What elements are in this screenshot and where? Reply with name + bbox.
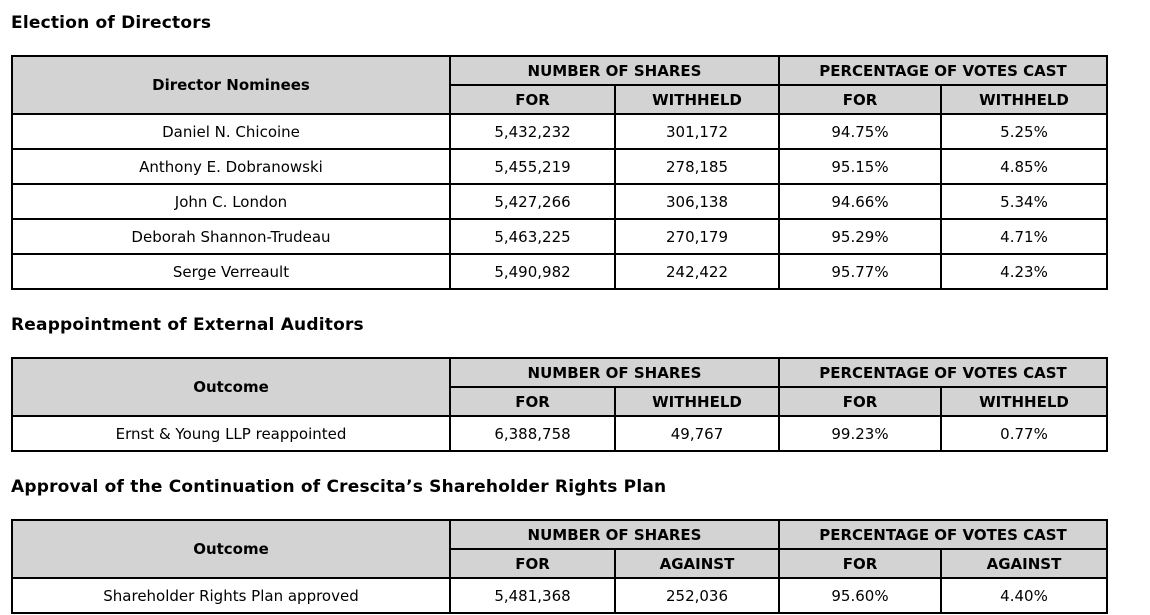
table-row-auditor-outcome: Ernst & Young LLP reappointed 6,388,758 … xyxy=(11,415,1108,452)
sub-header-percent-for: FOR xyxy=(778,548,942,579)
shares-for-value: 5,490,982 xyxy=(449,253,616,290)
table-row-rights-plan-outcome: Shareholder Rights Plan approved 5,481,3… xyxy=(11,577,1108,614)
nominee-name: Anthony E. Dobranowski xyxy=(11,148,451,185)
sub-header-shares-for: FOR xyxy=(449,386,616,417)
group-header-percentage-of-votes-cast: PERCENTAGE OF VOTES CAST xyxy=(778,357,1108,388)
row-header-outcome: Outcome xyxy=(11,519,451,579)
sub-header-percent-against: AGAINST xyxy=(940,548,1108,579)
group-header-number-of-shares: NUMBER OF SHARES xyxy=(449,519,780,550)
percent-for-value: 99.23% xyxy=(778,415,942,452)
table-row-nominee-1: Daniel N. Chicoine 5,432,232 301,172 94.… xyxy=(11,113,1108,150)
group-header-number-of-shares: NUMBER OF SHARES xyxy=(449,357,780,388)
table-sub-header-row: FOR AGAINST FOR AGAINST xyxy=(12,548,1108,579)
table-row-nominee-4: Deborah Shannon-Trudeau 5,463,225 270,17… xyxy=(11,218,1108,255)
group-header-number-of-shares: NUMBER OF SHARES xyxy=(449,55,780,86)
percent-withheld-value: 4.85% xyxy=(940,148,1108,185)
group-header-percentage-of-votes-cast: PERCENTAGE OF VOTES CAST xyxy=(778,519,1108,550)
nominee-name: Serge Verreault xyxy=(11,253,451,290)
percent-against-value: 4.40% xyxy=(940,577,1108,614)
shares-withheld-value: 49,767 xyxy=(614,415,780,452)
sub-header-percent-for: FOR xyxy=(778,386,942,417)
table-group-header-row: Director Nominees NUMBER OF SHARES PERCE… xyxy=(11,55,1108,115)
shares-for-value: 5,432,232 xyxy=(449,113,616,150)
outcome-label: Ernst & Young LLP reappointed xyxy=(11,415,451,452)
percent-for-value: 94.75% xyxy=(778,113,942,150)
section-title-reappointment-of-external-auditors: Reappointment of External Auditors xyxy=(11,315,364,335)
table-row-nominee-5: Serge Verreault 5,490,982 242,422 95.77%… xyxy=(11,253,1108,290)
table-sub-header-row: FOR WITHHELD FOR WITHHELD xyxy=(12,84,1108,115)
outcome-label: Shareholder Rights Plan approved xyxy=(11,577,451,614)
sub-header-shares-withheld: WITHHELD xyxy=(614,84,780,115)
sub-header-shares-for: FOR xyxy=(449,548,616,579)
table-group-header-row: Outcome NUMBER OF SHARES PERCENTAGE OF V… xyxy=(11,357,1108,417)
percent-for-value: 95.29% xyxy=(778,218,942,255)
election-of-directors-table: Director Nominees NUMBER OF SHARES PERCE… xyxy=(11,55,1108,290)
percent-withheld-value: 4.71% xyxy=(940,218,1108,255)
sub-header-shares-against: AGAINST xyxy=(614,548,780,579)
shares-for-value: 5,427,266 xyxy=(449,183,616,220)
shares-for-value: 5,481,368 xyxy=(449,577,616,614)
shares-withheld-value: 270,179 xyxy=(614,218,780,255)
percent-for-value: 95.60% xyxy=(778,577,942,614)
shares-withheld-value: 278,185 xyxy=(614,148,780,185)
table-sub-header-row: FOR WITHHELD FOR WITHHELD xyxy=(12,386,1108,417)
sub-header-shares-withheld: WITHHELD xyxy=(614,386,780,417)
shareholder-rights-plan-table: Outcome NUMBER OF SHARES PERCENTAGE OF V… xyxy=(11,519,1108,614)
percent-for-value: 95.15% xyxy=(778,148,942,185)
percent-for-value: 95.77% xyxy=(778,253,942,290)
percent-withheld-value: 4.23% xyxy=(940,253,1108,290)
percent-withheld-value: 5.34% xyxy=(940,183,1108,220)
sub-header-percent-withheld: WITHHELD xyxy=(940,84,1108,115)
shares-withheld-value: 306,138 xyxy=(614,183,780,220)
shares-for-value: 5,455,219 xyxy=(449,148,616,185)
table-row-nominee-3: John C. London 5,427,266 306,138 94.66% … xyxy=(11,183,1108,220)
percent-for-value: 94.66% xyxy=(778,183,942,220)
percent-withheld-value: 5.25% xyxy=(940,113,1108,150)
shares-for-value: 6,388,758 xyxy=(449,415,616,452)
nominee-name: Daniel N. Chicoine xyxy=(11,113,451,150)
section-reappointment-of-external-auditors: Reappointment of External Auditors Outco… xyxy=(11,315,1150,452)
percent-withheld-value: 0.77% xyxy=(940,415,1108,452)
shares-for-value: 5,463,225 xyxy=(449,218,616,255)
nominee-name: John C. London xyxy=(11,183,451,220)
shares-against-value: 252,036 xyxy=(614,577,780,614)
row-header-director-nominees: Director Nominees xyxy=(11,55,451,115)
external-auditors-table: Outcome NUMBER OF SHARES PERCENTAGE OF V… xyxy=(11,357,1108,452)
table-group-header-row: Outcome NUMBER OF SHARES PERCENTAGE OF V… xyxy=(11,519,1108,579)
section-title-shareholder-rights-plan: Approval of the Continuation of Crescita… xyxy=(11,477,667,497)
section-title-election-of-directors: Election of Directors xyxy=(11,13,212,33)
nominee-name: Deborah Shannon-Trudeau xyxy=(11,218,451,255)
table-row-nominee-2: Anthony E. Dobranowski 5,455,219 278,185… xyxy=(11,148,1108,185)
sub-header-shares-for: FOR xyxy=(449,84,616,115)
shares-withheld-value: 242,422 xyxy=(614,253,780,290)
sub-header-percent-for: FOR xyxy=(778,84,942,115)
row-header-outcome: Outcome xyxy=(11,357,451,417)
group-header-percentage-of-votes-cast: PERCENTAGE OF VOTES CAST xyxy=(778,55,1108,86)
section-shareholder-rights-plan: Approval of the Continuation of Crescita… xyxy=(11,477,1150,614)
shares-withheld-value: 301,172 xyxy=(614,113,780,150)
section-election-of-directors: Election of Directors Director Nominees … xyxy=(11,13,1150,290)
sub-header-percent-withheld: WITHHELD xyxy=(940,386,1108,417)
